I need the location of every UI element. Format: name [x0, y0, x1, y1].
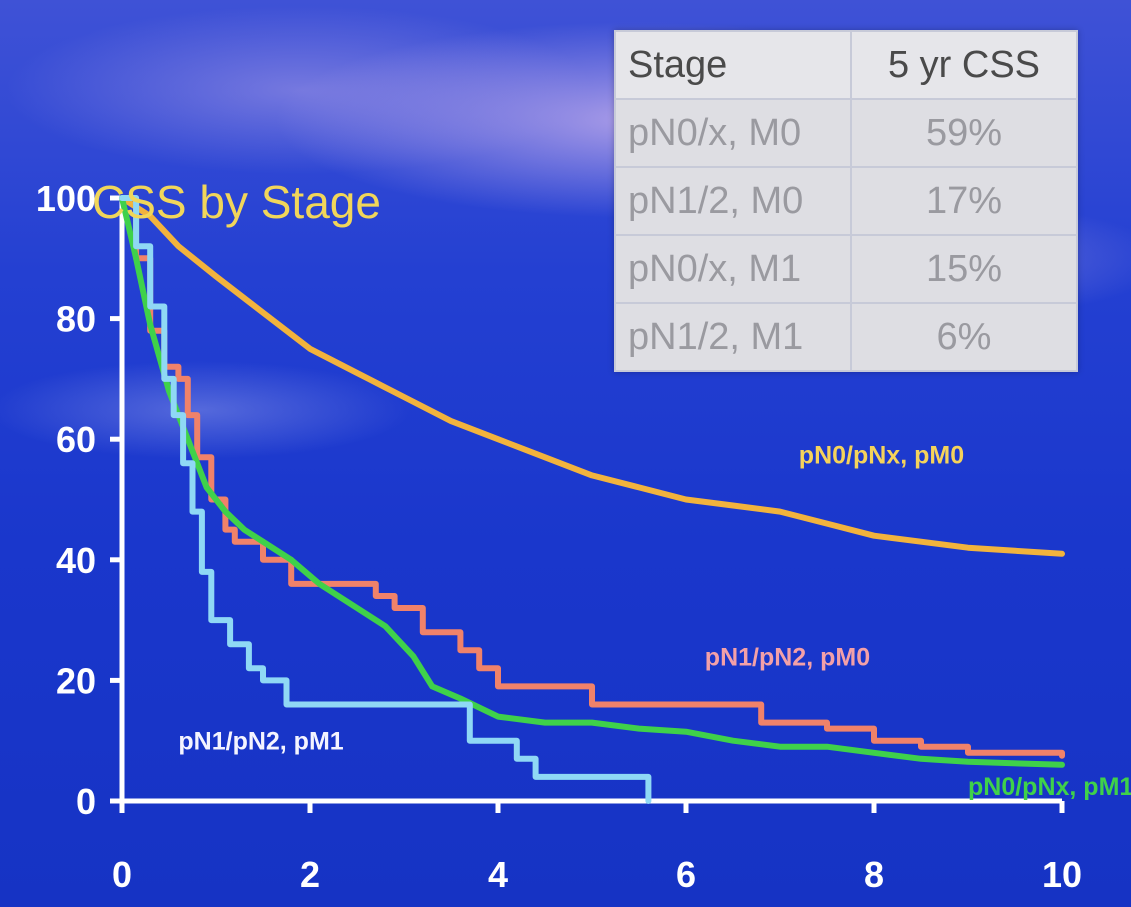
- series-line-pn1-pn2-pm0: [119, 195, 1065, 759]
- series-line-pn0-pnx-pm0: [119, 195, 1065, 557]
- x-tick-label: 6: [676, 854, 696, 895]
- series-layer: [119, 195, 1065, 804]
- x-tick-label: 8: [864, 854, 884, 895]
- table-header-row: Stage 5 yr CSS: [614, 30, 1078, 100]
- series-label-pn0-pnx-pm1: pN0/pNx, pM1: [968, 773, 1131, 801]
- css-cell: 15%: [850, 234, 1078, 304]
- table-row: pN0/x, M0 59%: [614, 98, 1078, 168]
- series-label-pn1-pn2-pm0: pN1/pN2, pM0: [705, 643, 870, 671]
- y-tick-label: 0: [76, 781, 96, 822]
- y-tick-label: 60: [56, 419, 96, 460]
- chart-title: CSS by Stage: [92, 176, 381, 228]
- series-label-pn1-pn2-pm1: pN1/pN2, pM1: [178, 728, 343, 756]
- x-tick-label: 0: [112, 854, 132, 895]
- column-header-stage: Stage: [614, 30, 852, 100]
- series-label-pn0-pnx-pm0: pN0/pNx, pM0: [799, 441, 964, 469]
- series-line-pn1-pn2-pm1: [119, 195, 652, 804]
- x-tick-label: 2: [300, 854, 320, 895]
- table-row: pN0/x, M1 15%: [614, 234, 1078, 304]
- series-line-pn0-pnx-pm1: [119, 195, 1065, 768]
- y-tick-label: 100: [36, 178, 96, 219]
- y-tick-label: 20: [56, 660, 96, 701]
- x-tick-label: 4: [488, 854, 508, 895]
- css-cell: 17%: [850, 166, 1078, 236]
- stage-cell: pN0/x, M0: [614, 98, 852, 168]
- chart-axes: 0 20 40 60 80 100 0 2 4 6 8 10: [36, 178, 1082, 895]
- stage-cell: pN0/x, M1: [614, 234, 852, 304]
- x-tick-label: 10: [1042, 854, 1082, 895]
- css-cell: 6%: [850, 302, 1078, 372]
- series-labels: pN0/pNx, pM0 pN1/pN2, pM0 pN0/pNx, pM1 pN1/…: [178, 441, 1131, 801]
- y-tick-label: 80: [56, 299, 96, 340]
- five-year-css-table: Stage 5 yr CSS pN0/x, M0 59% pN1/2, M0 1…: [614, 30, 1078, 372]
- column-header-5yr-css: 5 yr CSS: [850, 30, 1078, 100]
- table-row: pN1/2, M1 6%: [614, 302, 1078, 372]
- stage-cell: pN1/2, M0: [614, 166, 852, 236]
- y-tick-label: 40: [56, 540, 96, 581]
- table-row: pN1/2, M0 17%: [614, 166, 1078, 236]
- css-cell: 59%: [850, 98, 1078, 168]
- stage-cell: pN1/2, M1: [614, 302, 852, 372]
